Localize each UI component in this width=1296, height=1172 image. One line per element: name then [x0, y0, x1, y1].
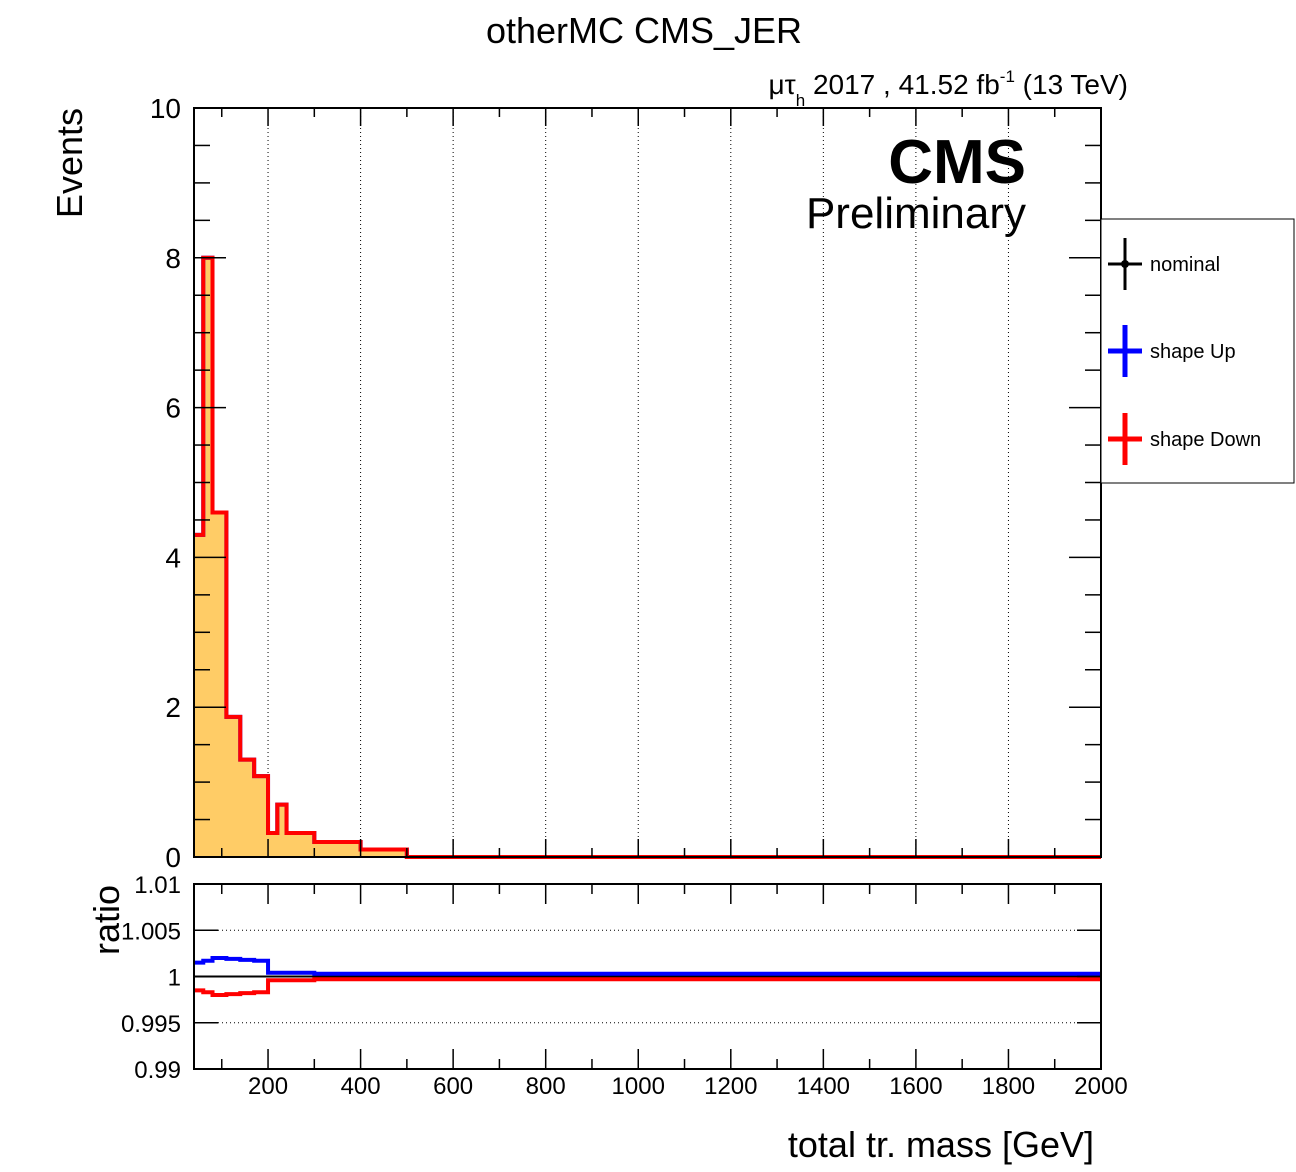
- x-axis-label: total tr. mass [GeV]: [788, 1124, 1094, 1165]
- x-tick-label: 1200: [704, 1073, 757, 1100]
- energy-text: (13 TeV): [1015, 69, 1128, 100]
- y-tick-label: 8: [165, 243, 181, 274]
- ratio-y-tick-label: 1: [168, 965, 181, 992]
- legend-entry-nominal: nominal: [1108, 238, 1220, 290]
- shape-up-histogram: [194, 255, 1101, 859]
- y-axis-label-ratio: ratio: [86, 885, 127, 955]
- channel-mu: μτ: [769, 69, 796, 100]
- legend-label-shape-up: shape Up: [1150, 341, 1236, 363]
- legend-label-nominal: nominal: [1150, 254, 1220, 276]
- y-tick-label: 4: [165, 542, 181, 573]
- y-tick-label: 0: [165, 842, 181, 873]
- lumi-text: 2017 , 41.52 fb: [805, 69, 1000, 100]
- lumi-exp: -1: [1000, 67, 1015, 86]
- x-tick-label: 1800: [982, 1073, 1035, 1100]
- ratio-shape-up: [194, 956, 1101, 976]
- channel-sub: h: [796, 91, 805, 110]
- y-tick-label: 6: [165, 393, 181, 424]
- cms-label: CMS: [888, 128, 1026, 197]
- chart-title: otherMC CMS_JER: [486, 10, 802, 51]
- ratio-y-tick-label: 1.01: [134, 872, 181, 899]
- x-tick-label: 400: [341, 1073, 381, 1100]
- y-tick-label: 2: [165, 692, 181, 723]
- y-axis-label-events: Events: [49, 108, 90, 218]
- lumi-header: μτh 2017 , 41.52 fb-1 (13 TeV): [769, 67, 1129, 110]
- preliminary-label: Preliminary: [806, 189, 1026, 238]
- x-tick-label: 1400: [797, 1073, 850, 1100]
- x-tick-label: 600: [433, 1073, 473, 1100]
- ratio-shape-down: [194, 977, 1101, 997]
- nominal-histogram: [193, 257, 1101, 858]
- legend-entry-shape-down: shape Down: [1108, 413, 1261, 465]
- ratio-y-tick-label: 0.995: [121, 1011, 181, 1038]
- ratio-y-tick-label: 1.005: [121, 918, 181, 945]
- x-tick-label: 200: [248, 1073, 288, 1100]
- shape-down-histogram: [194, 255, 1101, 859]
- x-tick-label: 1000: [612, 1073, 665, 1100]
- legend-label-shape-down: shape Down: [1150, 429, 1261, 451]
- legend: nominal shape Up shape Down: [1100, 218, 1295, 484]
- ratio-panel: 0.99 0.995 1 1.005 1.01 200 400 600 800 1000 1200 1…: [121, 872, 1128, 1100]
- x-tick-label: 800: [526, 1073, 566, 1100]
- x-tick-label: 2000: [1074, 1073, 1127, 1100]
- y-tick-label: 10: [150, 93, 181, 124]
- legend-entry-shape-up: shape Up: [1108, 325, 1236, 377]
- x-tick-label: 1600: [889, 1073, 942, 1100]
- ratio-y-tick-label: 0.99: [134, 1057, 181, 1084]
